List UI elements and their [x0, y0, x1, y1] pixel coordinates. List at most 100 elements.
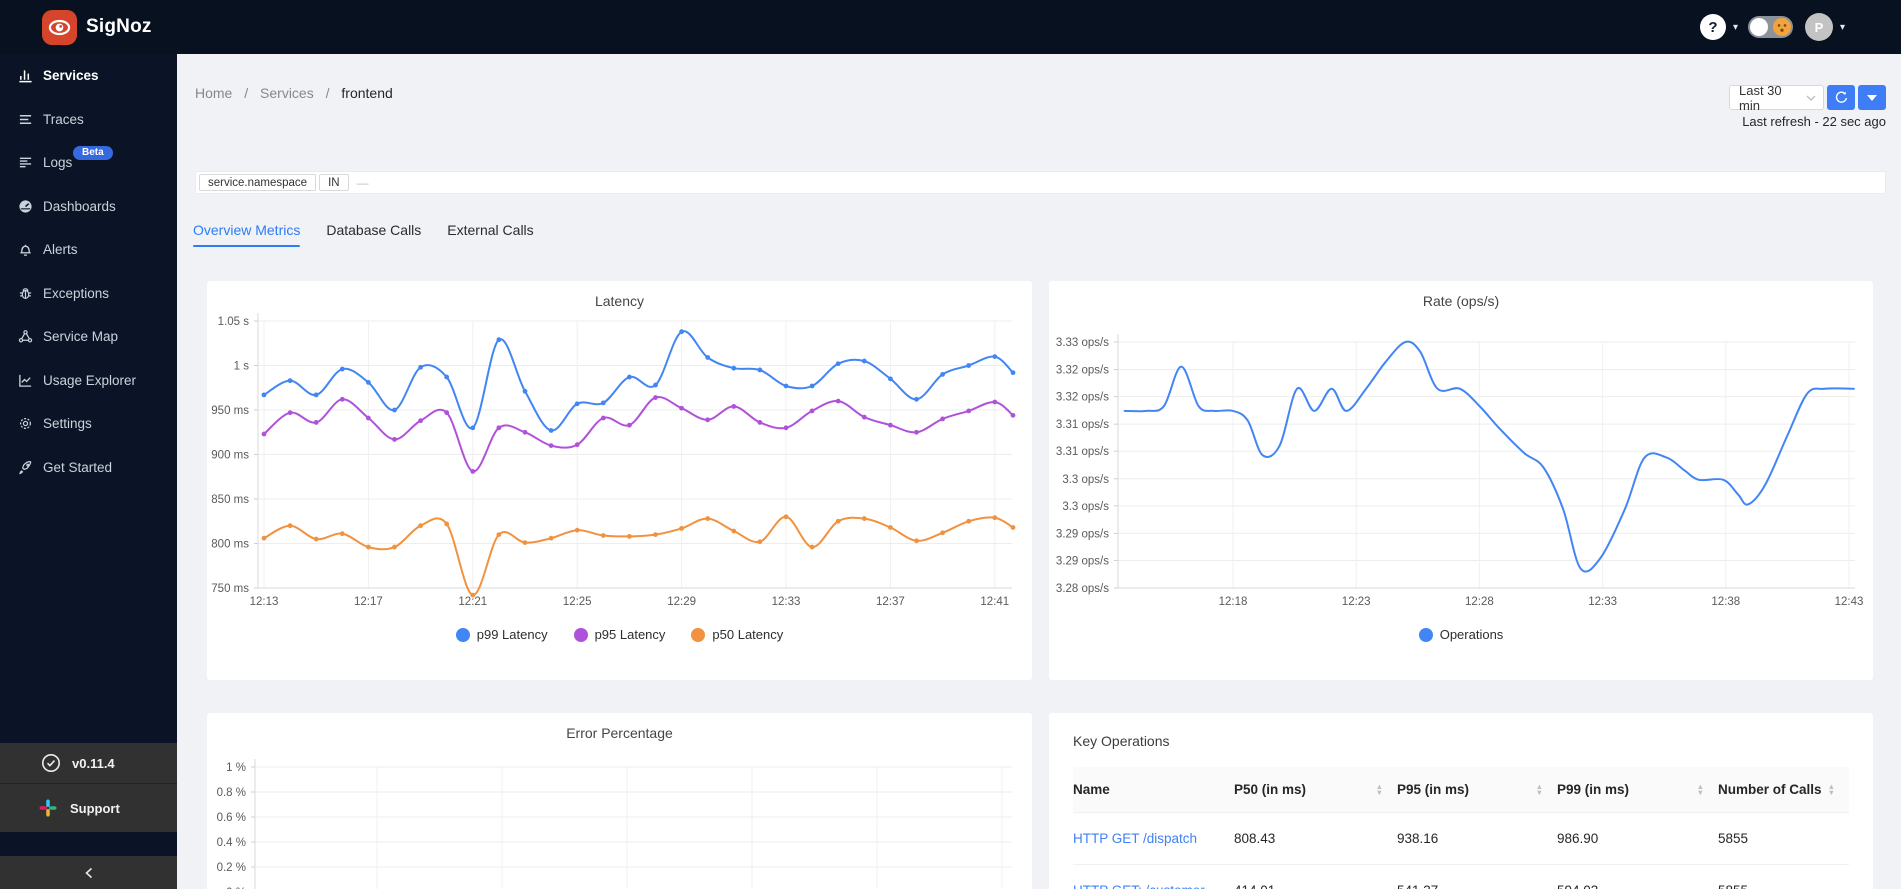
sidebar-item-usage-explorer[interactable]: Usage Explorer [0, 359, 177, 403]
operation-link[interactable]: HTTP GET /dispatch [1073, 831, 1234, 846]
rate-chart-plot[interactable]: 3.33 ops/s3.32 ops/s3.32 ops/s3.31 ops/s… [1049, 281, 1873, 680]
error-percentage-chart-plot[interactable]: 1 %0.8 %0.6 %0.4 %0.2 %0 % [207, 713, 1032, 889]
signoz-logo-icon [42, 10, 77, 45]
time-range-select[interactable]: Last 30 min [1729, 85, 1824, 110]
sort-carets-icon[interactable]: ▲▼ [1536, 784, 1543, 796]
cell-p99: 986.90 [1557, 831, 1718, 846]
sort-carets-icon[interactable]: ▲▼ [1828, 784, 1835, 796]
sidebar-item-label: Alerts [43, 242, 78, 257]
time-options-button[interactable] [1858, 85, 1886, 110]
sidebar-item-label: Logs [43, 155, 72, 170]
legend-item-p50-latency[interactable]: p50 Latency [691, 627, 783, 642]
sort-carets-icon[interactable]: ▲▼ [1697, 784, 1704, 796]
sidebar-item-services[interactable]: Services [0, 54, 177, 98]
cell-p99: 594.03 [1557, 883, 1718, 889]
table-row: HTTP GET: /customer 414.01 541.37 594.03… [1073, 865, 1849, 889]
breadcrumb-separator: / [326, 85, 330, 101]
legend-item-p95-latency[interactable]: p95 Latency [574, 627, 666, 642]
sidebar-item-alerts[interactable]: Alerts [0, 228, 177, 272]
legend-label: Operations [1440, 627, 1504, 642]
chevron-down-icon[interactable]: ▾ [1840, 22, 1845, 33]
svg-text:900 ms: 900 ms [211, 450, 249, 462]
help-button[interactable]: ? [1700, 14, 1726, 40]
time-controls: Last 30 min [1729, 85, 1886, 110]
refresh-icon [1834, 90, 1849, 105]
svg-text:3.33 ops/s: 3.33 ops/s [1056, 337, 1109, 349]
legend-label: p50 Latency [712, 627, 783, 642]
svg-text:12:29: 12:29 [667, 596, 696, 608]
app-header: SigNoz ? ▾ P ▾ [0, 0, 1901, 54]
brand-name: SigNoz [86, 16, 152, 38]
theme-toggle[interactable] [1748, 16, 1793, 38]
svg-text:800 ms: 800 ms [211, 539, 249, 551]
error-percentage-chart-card: Error Percentage 1 %0.8 %0.6 %0.4 %0.2 %… [207, 713, 1032, 889]
operation-link[interactable]: HTTP GET: /customer [1073, 883, 1234, 889]
breadcrumb-home[interactable]: Home [195, 85, 232, 101]
svg-text:950 ms: 950 ms [211, 405, 249, 417]
svg-text:0.6 %: 0.6 % [217, 812, 246, 824]
filter-field-tag[interactable]: service.namespace [199, 174, 316, 191]
toggle-knob [1750, 18, 1768, 36]
breadcrumb-services[interactable]: Services [260, 85, 314, 101]
svg-text:12:17: 12:17 [354, 596, 383, 608]
slack-icon [38, 798, 58, 818]
breadcrumb-separator: / [244, 85, 248, 101]
legend-item-p99-latency[interactable]: p99 Latency [456, 627, 548, 642]
svg-text:12:41: 12:41 [980, 596, 1009, 608]
header-actions: ? ▾ P ▾ [1700, 13, 1855, 41]
column-header-p50[interactable]: P50 (in ms) ▲▼ [1234, 782, 1397, 797]
sidebar-collapse-button[interactable] [0, 856, 177, 889]
sidebar-item-dashboards[interactable]: Dashboards [0, 185, 177, 229]
sort-carets-icon[interactable]: ▲▼ [1376, 784, 1383, 796]
refresh-button[interactable] [1827, 85, 1855, 110]
check-circle-icon [41, 753, 61, 773]
emoji-face-icon [1773, 18, 1791, 36]
cell-num-calls: 5855 [1718, 831, 1849, 846]
tab-database-calls[interactable]: Database Calls [326, 222, 421, 247]
sidebar-item-logs[interactable]: Logs Beta [0, 141, 177, 185]
sidebar-item-traces[interactable]: Traces [0, 98, 177, 142]
support-button[interactable]: Support [0, 783, 177, 832]
namespace-filter-input[interactable]: service.namespace IN — [195, 171, 1886, 194]
legend-dot-icon [574, 628, 588, 642]
sidebar-item-label: Services [43, 68, 99, 83]
column-header-num-calls[interactable]: Number of Calls ▲▼ [1718, 782, 1849, 797]
bug-icon [18, 286, 33, 301]
brand[interactable]: SigNoz [42, 10, 152, 45]
gear-icon [18, 416, 33, 431]
tab-external-calls[interactable]: External Calls [447, 222, 533, 247]
sidebar-item-settings[interactable]: Settings [0, 402, 177, 446]
column-header-p95[interactable]: P95 (in ms) ▲▼ [1397, 782, 1557, 797]
legend-dot-icon [691, 628, 705, 642]
alert-bell-icon [18, 242, 33, 257]
svg-text:850 ms: 850 ms [211, 494, 249, 506]
svg-text:12:33: 12:33 [772, 596, 801, 608]
sidebar-item-get-started[interactable]: Get Started [0, 446, 177, 490]
sidebar-item-label: Traces [43, 112, 84, 127]
dashboard-gauge-icon [18, 199, 33, 214]
key-operations-table: Name P50 (in ms) ▲▼ P95 (in ms) ▲▼ P99 (… [1073, 767, 1849, 889]
filter-operator-tag[interactable]: IN [319, 174, 349, 191]
last-refresh-text: Last refresh - 22 sec ago [1742, 114, 1886, 129]
key-operations-card: Key Operations Name P50 (in ms) ▲▼ P95 (… [1049, 713, 1873, 889]
svg-text:12:28: 12:28 [1465, 596, 1494, 608]
sidebar-item-service-map[interactable]: Service Map [0, 315, 177, 359]
time-range-value: Last 30 min [1739, 83, 1806, 113]
svg-text:0.4 %: 0.4 % [217, 837, 246, 849]
network-nodes-icon [18, 329, 33, 344]
latency-chart-plot[interactable]: 1.05 s1 s950 ms900 ms850 ms800 ms750 ms1… [207, 281, 1032, 680]
avatar[interactable]: P [1805, 13, 1833, 41]
sidebar-item-label: Usage Explorer [43, 373, 136, 388]
cell-p95: 541.37 [1397, 883, 1557, 889]
version-row[interactable]: v0.11.4 [0, 743, 177, 783]
svg-text:3.31 ops/s: 3.31 ops/s [1056, 446, 1109, 458]
legend-item-operations[interactable]: Operations [1419, 627, 1504, 642]
column-header-p99[interactable]: P99 (in ms) ▲▼ [1557, 782, 1718, 797]
tab-overview-metrics[interactable]: Overview Metrics [193, 222, 300, 247]
line-chart-icon [18, 373, 33, 388]
sidebar-item-exceptions[interactable]: Exceptions [0, 272, 177, 316]
chevron-left-icon [83, 866, 95, 880]
svg-text:3.29 ops/s: 3.29 ops/s [1056, 555, 1109, 567]
chevron-down-icon[interactable]: ▾ [1733, 22, 1738, 33]
latency-chart-card: Latency 1.05 s1 s950 ms900 ms850 ms800 m… [207, 281, 1032, 680]
